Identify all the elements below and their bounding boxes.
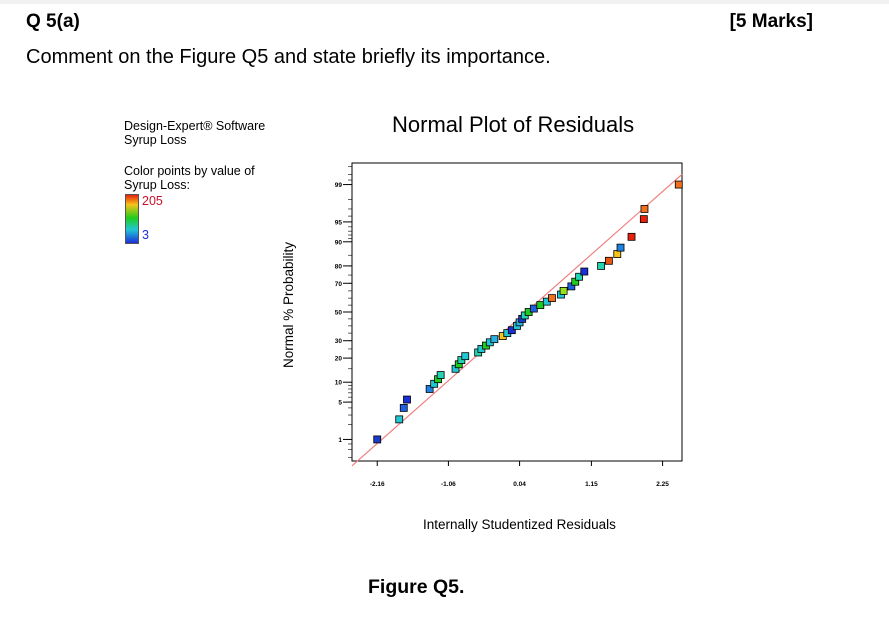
data-point — [597, 261, 606, 270]
data-point — [627, 232, 636, 241]
color-scale-min: 3 — [142, 228, 149, 242]
data-point — [436, 371, 445, 379]
data-point — [616, 243, 625, 252]
data-point — [580, 267, 589, 276]
data-point — [575, 272, 584, 281]
software-name: Design-Expert® Software — [124, 119, 266, 133]
chart-title: Normal Plot of Residuals — [392, 112, 635, 137]
y-tick-label: 90 — [335, 239, 343, 246]
y-tick-label: 99 — [335, 182, 343, 189]
y-tick-label: 80 — [335, 263, 343, 270]
figure-caption: Figure Q5. — [368, 576, 465, 598]
y-tick-label: 30 — [335, 338, 343, 345]
top-band — [0, 0, 889, 4]
y-tick-label: 5 — [338, 400, 342, 407]
data-point — [536, 301, 545, 310]
data-point — [490, 335, 499, 344]
question-text: Comment on the Figure Q5 and state brief… — [26, 46, 551, 68]
data-point — [604, 256, 613, 265]
x-tick-label: 1.15 — [585, 481, 598, 488]
x-tick-label: -2.16 — [370, 481, 385, 488]
data-point — [373, 435, 382, 444]
color-scale-bar — [125, 194, 139, 244]
data-point — [529, 304, 538, 313]
marks-label: [5 Marks] — [729, 11, 813, 32]
data-point — [399, 404, 408, 412]
color-scale-max: 205 — [142, 194, 163, 208]
data-point — [507, 326, 516, 335]
data-point — [613, 250, 622, 258]
y-tick-label: 1 — [338, 437, 342, 444]
data-point — [559, 286, 568, 295]
x-tick-label: 2.25 — [656, 481, 669, 488]
x-tick-label: 0.04 — [513, 481, 526, 488]
data-point — [403, 395, 411, 404]
color-by-response: Syrup Loss: — [124, 178, 191, 192]
y-tick-label: 10 — [335, 380, 343, 387]
data-point — [461, 352, 470, 361]
y-tick-label: 20 — [335, 356, 343, 363]
data-point — [674, 180, 683, 189]
question-number: Q 5(a) — [26, 11, 80, 32]
y-tick-label: 70 — [335, 281, 343, 288]
software-response: Syrup Loss — [124, 133, 187, 147]
x-axis-label: Internally Studentized Residuals — [423, 517, 616, 532]
data-point — [425, 385, 434, 393]
y-tick-label: 95 — [335, 219, 343, 226]
data-point — [640, 205, 649, 213]
x-tick-label: -1.06 — [441, 481, 456, 488]
data-point — [395, 415, 404, 424]
data-point — [548, 294, 556, 303]
color-by-label: Color points by value of — [124, 164, 255, 178]
y-tick-label: 50 — [335, 310, 343, 317]
data-point — [639, 215, 648, 224]
